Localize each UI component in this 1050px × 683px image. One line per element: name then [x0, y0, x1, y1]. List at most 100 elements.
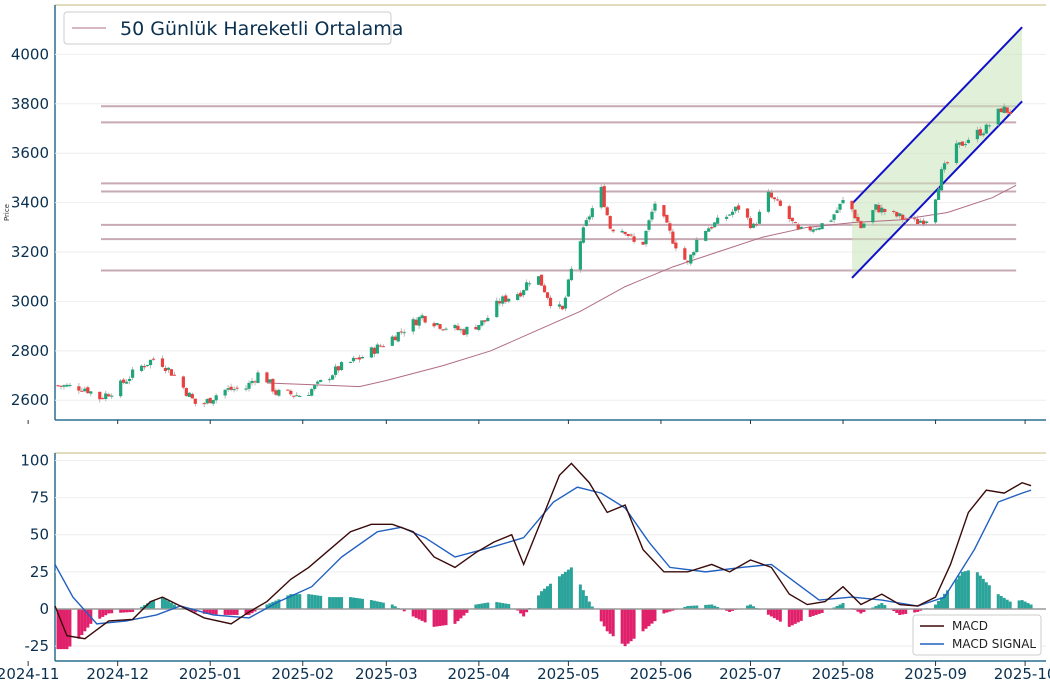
histogram-bar: [934, 604, 938, 609]
candle-body: [769, 192, 773, 198]
macd-tick-label: 75: [30, 489, 49, 507]
histogram-bar: [334, 597, 338, 609]
histogram-bar: [119, 609, 123, 613]
histogram-bar: [731, 609, 735, 611]
candle-body: [692, 252, 696, 256]
histogram-bar: [644, 609, 648, 629]
macd-plot-area: [55, 453, 1046, 661]
candle-body: [139, 365, 144, 371]
histogram-bar: [859, 609, 863, 614]
histogram-bar: [163, 598, 167, 609]
candle-body: [817, 227, 821, 230]
histogram-bar: [1029, 604, 1033, 609]
candle-body: [68, 384, 72, 386]
histogram-bar: [862, 609, 866, 612]
histogram-bar: [799, 609, 803, 621]
histogram-bar: [1002, 597, 1006, 609]
candle-body: [710, 227, 714, 229]
candle-body: [653, 203, 657, 211]
histogram-bar: [146, 603, 150, 609]
macd-legend-label: MACD: [952, 619, 988, 633]
candle-body: [632, 236, 636, 242]
histogram-bar: [444, 609, 448, 626]
histogram-bar: [474, 604, 478, 609]
macd-y-axis: -25 0 25 50 75 100: [20, 451, 49, 655]
histogram-bar: [131, 609, 135, 612]
candle-body: [223, 389, 227, 396]
price-panel: 2600 2800 3000 3200 3400 3600 3800 4000 Price 5…: [3, 4, 1046, 424]
candle-body: [56, 385, 60, 387]
histogram-bar: [671, 609, 675, 611]
candle-body: [107, 394, 111, 397]
candle-body: [569, 268, 573, 281]
histogram-bar: [811, 609, 815, 616]
candle-body: [142, 366, 147, 368]
candle-body: [310, 389, 314, 396]
price-tick-label: 3200: [11, 243, 49, 261]
candle-body: [351, 357, 356, 362]
candle-body: [602, 186, 606, 208]
histogram-bar: [766, 609, 770, 615]
histogram-bar: [999, 596, 1003, 609]
x-tick-label: 2024-12: [86, 665, 149, 683]
candle-body: [892, 210, 896, 212]
histogram-bar: [611, 609, 615, 637]
macd-panel: -25 0 25 50 75 100 2024-11 2024-12 2025-01 2025-…: [0, 451, 1050, 683]
histogram-bar: [486, 602, 490, 609]
candle-body: [987, 125, 991, 127]
histogram-bar: [316, 595, 320, 609]
histogram-bar: [166, 600, 170, 609]
candle-body: [483, 320, 487, 322]
histogram-bar: [349, 597, 353, 609]
histogram-bar: [662, 609, 666, 614]
candle-body: [65, 384, 69, 387]
candle-body: [462, 329, 466, 335]
candle-body: [736, 205, 741, 210]
candle-body: [277, 389, 281, 396]
histogram-bar: [289, 594, 293, 609]
histogram-bar: [381, 602, 385, 609]
histogram-bar: [940, 597, 944, 609]
candle-body: [999, 108, 1003, 113]
price-y-axis: 2600 2800 3000 3200 3400 3600 3800 4000: [11, 45, 49, 409]
histogram-bar: [208, 609, 212, 615]
signal-legend-label: MACD SIGNAL: [952, 637, 1036, 651]
candle-body: [796, 224, 800, 230]
candle-body: [942, 163, 947, 170]
candle-body: [381, 346, 385, 348]
x-tick-label: 2024-11: [0, 665, 59, 683]
candle-body: [348, 361, 353, 363]
candle-body: [978, 129, 982, 136]
histogram-bar: [459, 609, 463, 619]
histogram-bar: [725, 609, 729, 611]
histogram-bar: [883, 605, 887, 609]
histogram-bar: [104, 609, 108, 616]
histogram-bar: [277, 599, 281, 609]
candle-body: [901, 214, 905, 220]
histogram-bar: [378, 601, 382, 609]
candle-body: [453, 325, 457, 329]
candle-body: [787, 206, 791, 220]
candle-body: [859, 221, 863, 229]
histogram-bar: [265, 604, 269, 609]
candle-body: [647, 220, 651, 230]
candle-body: [101, 398, 105, 400]
histogram-bar: [125, 609, 129, 613]
candle-body: [539, 274, 544, 286]
histogram-bar: [169, 602, 173, 609]
histogram-bar: [695, 605, 699, 609]
candle-body: [611, 229, 615, 232]
histogram-bar: [128, 609, 132, 613]
histogram-bar: [963, 571, 967, 609]
candle-body: [525, 282, 529, 291]
histogram-bar: [987, 585, 991, 609]
histogram-bar: [549, 583, 552, 609]
price-legend-label: 50 Günlük Hareketli Ortalama: [120, 18, 403, 40]
histogram-bar: [945, 590, 949, 609]
candle-body: [268, 379, 272, 383]
histogram-bar: [480, 603, 484, 609]
price-tick-label: 2800: [11, 342, 49, 360]
candle-body: [110, 395, 114, 397]
candle-body: [477, 325, 481, 330]
